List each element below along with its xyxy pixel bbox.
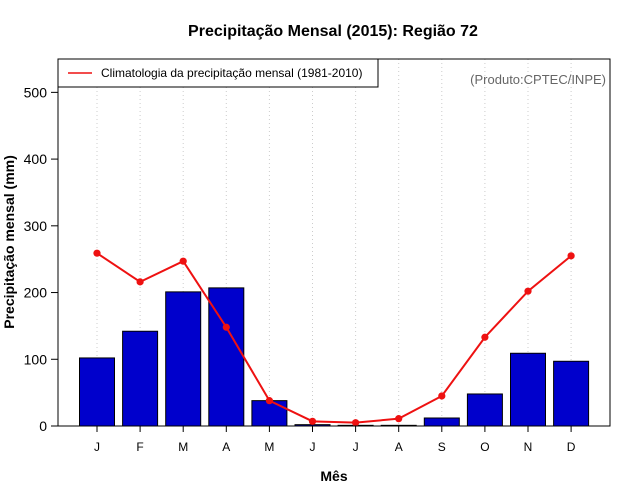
bar-11: [510, 352, 546, 427]
legend: Climatologia da precipitação mensal (198…: [57, 58, 379, 88]
climatology-point-12: [567, 252, 575, 260]
climatology-point-2: [136, 278, 144, 286]
y-axis-label: Precipitação mensal (mm): [1, 155, 17, 329]
y-tick-label: 100: [24, 351, 48, 367]
x-tick-label: A: [395, 440, 403, 454]
y-tick-label: 300: [24, 218, 48, 234]
climatology-line: [96, 252, 572, 424]
x-tick-label: S: [438, 440, 446, 454]
x-tick-label: M: [264, 440, 274, 454]
x-tick-label: O: [480, 440, 489, 454]
bar-3: [165, 291, 202, 427]
y-tick-label: 0: [39, 418, 47, 434]
bar-5: [251, 400, 288, 427]
climatology-point-11: [524, 287, 532, 295]
x-tick-label: F: [136, 440, 143, 454]
climatology-point-1: [93, 249, 101, 257]
climatology-point-3: [179, 257, 187, 265]
bar-9: [423, 417, 460, 427]
bar-1: [79, 357, 115, 427]
bar-10: [466, 393, 503, 427]
x-tick-label: J: [94, 440, 100, 454]
y-tick-label: 400: [24, 151, 48, 167]
x-tick-label: M: [178, 440, 188, 454]
x-tick-label: D: [567, 440, 576, 454]
y-tick-label: 200: [24, 285, 48, 301]
bar-12: [553, 360, 590, 427]
chart-title: Precipitação Mensal (2015): Região 72: [188, 23, 478, 40]
x-tick-label: J: [310, 440, 316, 454]
legend-label: Climatologia da precipitação mensal (198…: [101, 66, 362, 80]
climatology-point-10: [481, 333, 489, 341]
x-axis-label: Mês: [320, 468, 347, 484]
climatology-point-7: [352, 419, 360, 427]
climatology-point-6: [308, 417, 317, 425]
climatology-point-9: [438, 392, 446, 400]
x-tick-label: N: [524, 440, 533, 454]
legend-box: [57, 58, 379, 88]
climatology-point-5: [265, 397, 273, 405]
product-credit: (Produto:CPTEC/INPE): [470, 72, 606, 87]
y-axis: 0 100 200 300 400 500: [24, 84, 58, 434]
x-tick-label: J: [353, 440, 359, 454]
y-tick-label: 500: [24, 84, 48, 100]
bar-2: [122, 330, 159, 427]
x-tick-label: A: [222, 440, 230, 454]
climatology-line-series: [93, 249, 575, 427]
climatology-point-8: [395, 415, 403, 423]
climatology-point-4: [222, 323, 230, 331]
